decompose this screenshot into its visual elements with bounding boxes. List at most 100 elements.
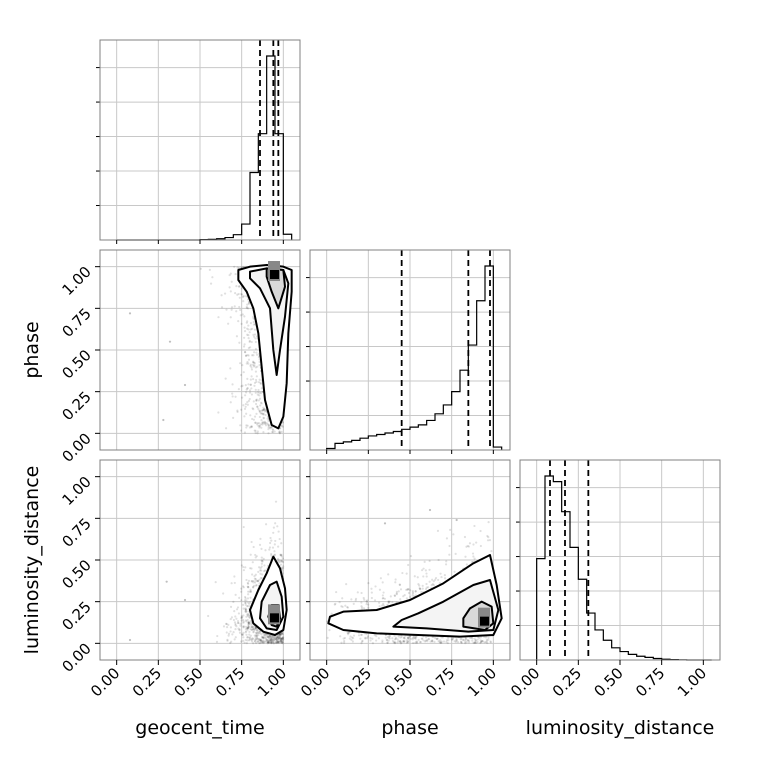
scatter-point — [260, 577, 264, 580]
scatter-point — [224, 427, 228, 430]
scatter-point — [425, 582, 428, 586]
scatter-point — [422, 639, 425, 642]
scatter-point — [248, 602, 251, 605]
scatter-point — [460, 640, 463, 643]
scatter-point — [229, 316, 232, 319]
scatter-point — [270, 554, 273, 557]
scatter-point — [253, 581, 257, 584]
scatter-point — [230, 306, 234, 309]
scatter-point — [255, 412, 258, 415]
scatter-point — [261, 423, 264, 426]
scatter-point — [246, 360, 249, 364]
scatter-point — [242, 299, 245, 303]
scatter-point — [237, 621, 240, 625]
scatter-point — [262, 412, 265, 415]
scatter-point — [256, 432, 259, 435]
scatter-point — [258, 425, 261, 428]
scatter-point — [267, 636, 271, 640]
scatter-point — [249, 346, 252, 349]
scatter-point — [439, 639, 442, 642]
scatter-point — [267, 640, 271, 643]
scatter-point — [241, 313, 244, 316]
scatter-point — [361, 606, 364, 609]
scatter-point — [431, 583, 434, 586]
scatter-point — [267, 424, 270, 427]
scatter-point — [387, 600, 390, 603]
scatter-point — [239, 362, 242, 365]
scatter-panel-geocent_time-vs-luminosity_distance — [99, 459, 301, 661]
scatter-point — [466, 544, 469, 548]
scatter-point — [229, 626, 233, 629]
scatter-point — [402, 636, 405, 640]
scatter-point — [360, 601, 363, 604]
scatter-point — [254, 556, 257, 559]
scatter-point — [231, 392, 234, 395]
scatter-point — [263, 633, 266, 637]
scatter-point — [249, 589, 252, 593]
scatter-point — [253, 328, 256, 331]
scatter-point — [405, 641, 409, 644]
scatter-point — [241, 633, 244, 636]
scatter-point — [280, 424, 283, 428]
scatter-point — [257, 566, 261, 569]
scatter-point — [266, 635, 269, 638]
scatter-point — [252, 637, 255, 641]
scatter-point — [415, 640, 418, 643]
peak-density-cell — [270, 270, 279, 279]
scatter-point — [413, 637, 417, 640]
scatter-point — [208, 268, 211, 271]
scatter-point — [479, 640, 483, 644]
scatter-point — [405, 572, 408, 575]
scatter-point — [250, 623, 253, 626]
scatter-point — [464, 642, 467, 645]
scatter-point — [259, 381, 262, 384]
scatter-point — [230, 640, 233, 643]
scatter-point — [350, 636, 354, 639]
scatter-point — [249, 553, 252, 556]
scatter-point — [278, 431, 281, 434]
scatter-point — [256, 629, 259, 632]
scatter-point — [275, 638, 278, 641]
scatter-point — [391, 601, 394, 604]
scatter-point — [259, 401, 263, 404]
scatter-point — [386, 603, 389, 607]
scatter-point — [259, 391, 263, 395]
scatter-point — [276, 559, 279, 562]
scatter-point — [272, 639, 275, 642]
scatter-point — [255, 399, 258, 402]
scatter-point — [255, 633, 258, 636]
x-tick-label: 1.00 — [254, 664, 290, 700]
scatter-point — [278, 633, 282, 636]
scatter-point — [279, 634, 282, 637]
scatter-point — [254, 378, 258, 382]
y-tick-label: 0.50 — [58, 556, 94, 592]
scatter-point — [260, 641, 263, 644]
scatter-point — [238, 285, 241, 288]
scatter-point — [240, 587, 243, 590]
scatter-point — [242, 603, 245, 606]
scatter-point — [259, 569, 262, 572]
scatter-point — [487, 636, 490, 639]
scatter-point — [271, 634, 274, 638]
scatter-point — [281, 641, 284, 644]
scatter-point — [262, 636, 265, 639]
scatter-point — [242, 607, 245, 610]
scatter-point — [485, 638, 488, 642]
scatter-point — [263, 422, 267, 426]
scatter-point — [260, 412, 263, 415]
scatter-point — [229, 630, 232, 633]
scatter-point — [263, 641, 266, 644]
scatter-point — [255, 583, 258, 587]
scatter-point — [258, 422, 261, 425]
scatter-point — [249, 383, 253, 386]
scatter-point — [465, 641, 468, 644]
scatter-point — [460, 641, 463, 645]
scatter-point — [232, 631, 235, 634]
scatter-point — [473, 641, 476, 645]
peak-density-cell — [270, 613, 279, 623]
scatter-point — [400, 641, 403, 644]
scatter-point — [270, 641, 273, 645]
scatter-point — [246, 377, 249, 380]
scatter-point — [278, 633, 281, 636]
scatter-point — [259, 572, 262, 575]
